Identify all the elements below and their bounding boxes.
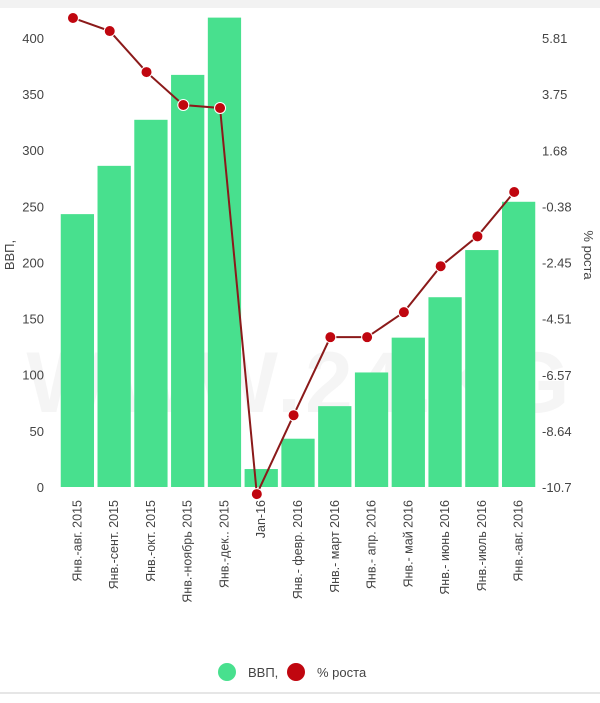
bar-gdp[interactable] (281, 438, 315, 487)
x-tick-label: Янв.- июнь 2016 (438, 500, 452, 595)
x-tick-label: Янв.-ноябрь 2015 (181, 500, 195, 603)
bar-gdp[interactable] (134, 119, 168, 487)
x-tick-label: Янв.- март 2016 (328, 500, 342, 593)
growth-point[interactable] (361, 331, 374, 344)
growth-point[interactable] (508, 185, 521, 198)
y-right-tick-label: -6.57 (542, 368, 572, 383)
bottom-divider (0, 692, 600, 694)
growth-point[interactable] (140, 66, 153, 79)
bar-gdp[interactable] (207, 17, 242, 488)
x-tick-label: Янв.-июль 2016 (475, 500, 489, 591)
y-left-tick-label: 150 (22, 312, 44, 327)
legend-item-growth[interactable]: % роста (287, 663, 367, 681)
growth-point[interactable] (324, 331, 337, 344)
y-left-tick-label: 300 (22, 143, 44, 158)
y-left-tick-label: 50 (30, 424, 44, 439)
y-left-tick-label: 100 (22, 368, 44, 383)
y-left-tick-label: 400 (22, 31, 44, 46)
y-right-tick-label: -2.45 (542, 256, 572, 271)
bar-gdp[interactable] (244, 469, 278, 487)
growth-point[interactable] (250, 488, 263, 501)
x-tick-label: Jan-16 (254, 500, 268, 538)
y-left-tick-label: 250 (22, 199, 44, 214)
growth-point[interactable] (103, 25, 116, 38)
y-right-tick-label: -10.7 (542, 480, 572, 495)
legend: ВВП, % роста (218, 663, 367, 681)
bar-gdp[interactable] (318, 406, 352, 487)
growth-point[interactable] (397, 306, 410, 319)
bar-gdp[interactable] (97, 165, 131, 487)
bar-gdp[interactable] (391, 337, 425, 487)
x-tick-label: Янв.- февр. 2016 (291, 500, 305, 599)
growth-point[interactable] (214, 101, 227, 114)
y-right-tick-label: 3.75 (542, 87, 567, 102)
bar-gdp[interactable] (171, 74, 205, 488)
bar-gdp[interactable] (60, 214, 95, 487)
x-tick-label: Янв.-окт. 2015 (144, 500, 158, 582)
y-axis-left-title: ВВП, (2, 240, 17, 270)
x-tick-label: Янв.- апр. 2016 (365, 500, 379, 589)
legend-growth-label: % роста (317, 665, 367, 680)
growth-point[interactable] (66, 11, 79, 24)
x-tick-label: Янв.- май 2016 (401, 500, 415, 588)
y-right-tick-label: -0.38 (542, 199, 572, 214)
growth-point[interactable] (434, 260, 447, 273)
x-tick-label: Янв.-дек.. 2015 (217, 500, 231, 588)
legend-gdp-marker (218, 663, 236, 681)
y-left-tick-label: 350 (22, 87, 44, 102)
bar-gdp[interactable] (354, 372, 389, 487)
legend-gdp-label: ВВП, (248, 665, 278, 680)
y-right-tick-label: 5.81 (542, 31, 567, 46)
y-right-tick-label: -8.64 (542, 424, 572, 439)
x-tick-label: Янв.-авг. 2016 (512, 500, 526, 582)
bar-gdp[interactable] (501, 201, 536, 487)
growth-point[interactable] (177, 98, 190, 111)
bar-gdp[interactable] (428, 297, 462, 487)
x-tick-label: Янв.-сент. 2015 (107, 500, 121, 589)
x-tick-label: Янв.-авг. 2015 (70, 500, 84, 582)
y-right-tick-label: 1.68 (542, 143, 567, 158)
growth-point[interactable] (287, 409, 300, 422)
y-left-tick-label: 200 (22, 255, 44, 270)
y-left-tick-label: 0 (37, 480, 44, 495)
legend-growth-marker (287, 663, 305, 681)
y-right-tick-label: -4.51 (542, 312, 572, 327)
y-axis-right-title: % роста (581, 230, 596, 280)
growth-point[interactable] (471, 230, 484, 243)
top-strip (0, 0, 600, 8)
legend-item-gdp[interactable]: ВВП, (218, 663, 278, 681)
bar-gdp[interactable] (465, 250, 499, 487)
